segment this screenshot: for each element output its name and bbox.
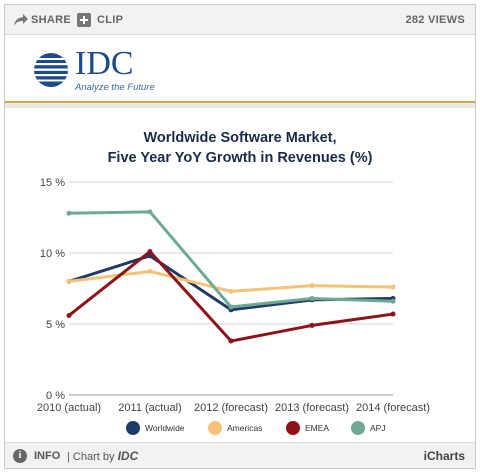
legend-label-apj: APJ — [370, 423, 386, 433]
y-tick-label: 15 % — [40, 177, 65, 189]
line-chart: 0 % 5 % 10 % 15 % 2010 (actual) 2011 (actual)… — [37, 177, 430, 435]
share-icon[interactable] — [13, 13, 29, 27]
data-point-americas — [228, 288, 234, 294]
chart-title: Worldwide Software Market, — [143, 130, 337, 146]
footer: i INFO | Chart by IDC iCharts — [5, 442, 475, 468]
chart-widget: SHARE CLIP 282 VIEWS IDC Analyze the Fut… — [4, 4, 476, 469]
data-point-americas — [309, 283, 315, 289]
clip-button[interactable]: CLIP — [97, 14, 124, 26]
view-count: 282 VIEWS — [405, 14, 465, 26]
data-point-emea — [147, 249, 153, 255]
legend-swatch-americas[interactable] — [208, 421, 222, 435]
legend-swatch-emea[interactable] — [286, 421, 300, 435]
share-button[interactable]: SHARE — [31, 14, 72, 26]
y-tick-label: 10 % — [40, 248, 65, 260]
header-divider — [5, 103, 475, 108]
x-tick-label: 2012 (forecast) — [194, 402, 268, 414]
toolbar: SHARE CLIP 282 VIEWS — [5, 5, 475, 35]
logo-tagline: Analyze the Future — [75, 82, 155, 93]
chart-credit: | Chart by IDC — [67, 443, 138, 470]
plus-icon[interactable] — [77, 13, 91, 27]
data-point-americas — [390, 284, 396, 290]
legend-swatch-apj[interactable] — [351, 421, 365, 435]
legend-label-worldwide: Worldwide — [145, 423, 185, 433]
y-tick-label: 5 % — [46, 319, 65, 331]
legend-swatch-worldwide[interactable] — [126, 421, 140, 435]
credit-brand: IDC — [117, 449, 139, 463]
x-tick-label: 2014 (forecast) — [356, 402, 430, 414]
x-tick-label: 2010 (actual) — [37, 402, 101, 414]
data-point-apj — [309, 295, 315, 301]
header-accent-rule — [5, 101, 475, 103]
platform-brand[interactable]: iCharts — [423, 449, 465, 463]
data-point-apj — [147, 209, 153, 215]
data-point-emea — [228, 338, 234, 344]
logo-wordmark: IDC — [75, 45, 134, 82]
x-tick-label: 2013 (forecast) — [275, 402, 349, 414]
series-line-worldwide — [68, 254, 394, 312]
y-tick-label: 0 % — [46, 390, 65, 402]
data-point-emea — [390, 311, 396, 317]
series-line-americas — [68, 269, 394, 293]
data-point-apj — [390, 298, 396, 304]
chart-subtitle: Five Year YoY Growth in Revenues (%) — [107, 150, 373, 166]
data-point-americas — [147, 268, 153, 274]
legend-label-emea: EMEA — [305, 423, 329, 433]
x-tick-label: 2011 (actual) — [118, 402, 181, 414]
data-point-emea — [66, 312, 72, 318]
data-point-apj — [66, 210, 72, 216]
data-point-emea — [309, 322, 315, 328]
header: IDC Analyze the Future — [5, 36, 475, 101]
info-icon[interactable]: i — [13, 449, 27, 463]
credit-prefix: | Chart by — [67, 451, 115, 463]
data-point-americas — [66, 278, 72, 284]
chart-title-block: Worldwide Software Market, Five Year YoY… — [5, 128, 475, 168]
globe-icon — [34, 53, 68, 87]
data-point-apj — [228, 304, 234, 310]
legend-label-americas: Americas — [227, 423, 262, 433]
info-button[interactable]: INFO — [34, 450, 61, 462]
